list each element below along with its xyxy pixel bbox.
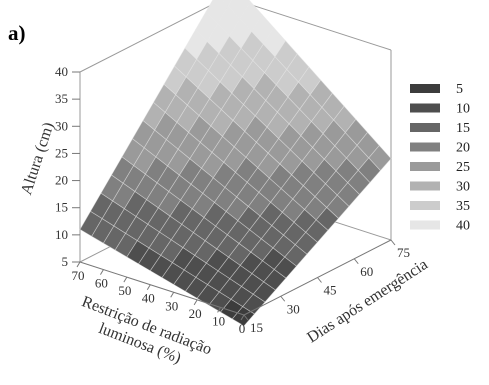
x-tick-label: 50 [118, 283, 131, 298]
y-tick-label: 15 [250, 320, 263, 335]
y-tick-mark [317, 277, 322, 283]
legend-swatch [410, 142, 440, 152]
x-tick-mark [193, 299, 198, 306]
z-tick-label: 35 [55, 91, 68, 106]
y-tick-label: 60 [360, 264, 373, 279]
x-tick-label: 60 [95, 276, 108, 291]
z-tick-label: 20 [55, 173, 68, 188]
legend-swatch [410, 220, 440, 230]
x-tick-mark [146, 284, 151, 290]
surface-cell [222, 0, 233, 7]
x-tick-mark [99, 269, 104, 275]
x-tick-label: 20 [189, 306, 202, 321]
legend-label: 30 [456, 180, 470, 195]
y-tick-mark [243, 314, 249, 321]
y-tick-label: 45 [324, 283, 337, 298]
x-tick-mark [123, 276, 128, 283]
z-tick-label: 30 [55, 118, 68, 133]
legend-swatch [410, 84, 440, 93]
y-tick-mark [280, 295, 286, 302]
x-tick-mark [76, 261, 81, 268]
legend-swatch [410, 123, 440, 132]
legend-swatch [410, 162, 440, 171]
legend-label: 25 [456, 160, 470, 175]
y-tick-label: 75 [397, 245, 410, 260]
z-tick-label: 10 [55, 227, 68, 242]
legend-label: 10 [456, 102, 470, 117]
y-tick-mark [353, 258, 359, 265]
z-tick-label: 15 [55, 200, 68, 215]
legend: 5 10 15 20 25 30 35 40 [410, 82, 470, 234]
z-tick-label: 25 [55, 145, 68, 160]
surface-cell [368, 144, 392, 172]
legend-swatch [410, 201, 440, 210]
z-tick-label: 40 [55, 64, 68, 79]
x-tick-mark [170, 292, 175, 298]
axes-box-edge [79, 261, 245, 316]
y-tick-mark [390, 239, 396, 246]
x-tick-label: 40 [142, 291, 155, 306]
legend-label: 40 [456, 219, 470, 234]
x-tick-mark [217, 307, 222, 313]
z-tick-label: 5 [62, 254, 69, 269]
y-tick-label: 30 [287, 301, 300, 316]
x-tick-mark [240, 314, 245, 321]
x-tick-label: 30 [165, 298, 178, 313]
surface [79, 0, 392, 327]
x-tick-label: 10 [212, 313, 225, 328]
legend-swatch [410, 103, 440, 113]
z-axis-label: Altura (cm) [18, 120, 57, 197]
legend-label: 20 [456, 141, 470, 156]
x-tick-label: 70 [72, 268, 85, 283]
legend-swatch [410, 181, 440, 191]
legend-label: 15 [456, 121, 470, 136]
legend-label: 5 [456, 82, 463, 97]
panel-label: a) [8, 21, 26, 45]
x-tick-label: 0 [239, 321, 246, 336]
legend-label: 35 [456, 199, 470, 214]
tick-labels: 5 10 15 20 25 30 35 40 0 10 20 30 40 50 60 70 15 30 45 60 75 [55, 64, 410, 336]
axes-box-edge [79, 0, 223, 73]
